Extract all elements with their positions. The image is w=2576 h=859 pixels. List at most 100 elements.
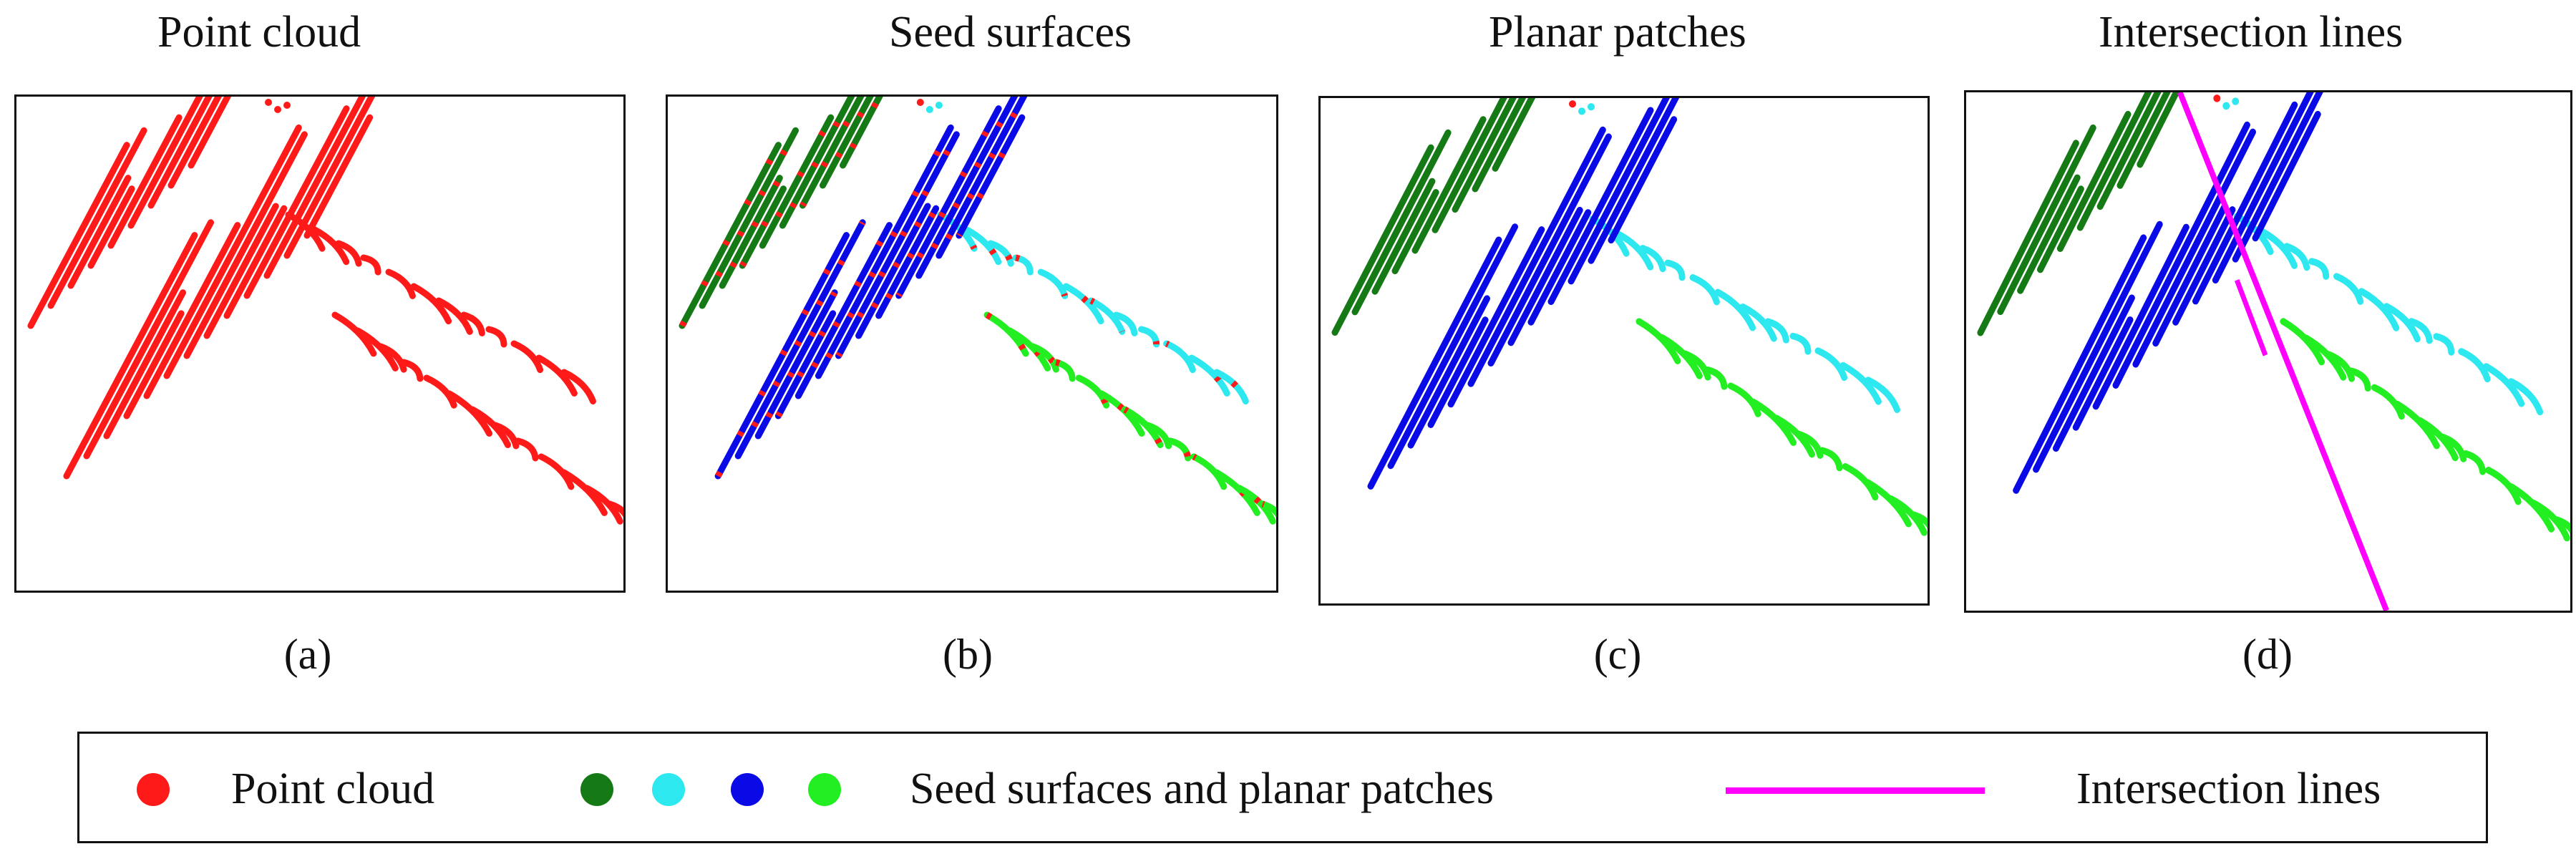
intersection-line: [2234, 278, 2268, 356]
legend-cyan-swatch: [652, 773, 685, 806]
point-stripe: [435, 297, 473, 335]
point-stripe: [515, 437, 539, 462]
intersection-line: [2177, 92, 2389, 611]
panel-c-plot: [1331, 98, 1928, 536]
legend-bright-green-swatch: [808, 773, 841, 806]
point-stripe: [1472, 98, 1527, 193]
point-stripe: [2116, 92, 2171, 189]
unassigned-points: [1123, 407, 1164, 447]
point-stripe: [560, 369, 596, 404]
point-stripe: [1492, 98, 1536, 172]
stray-point: [2232, 97, 2240, 105]
point-stripe: [2283, 243, 2310, 271]
stray-point: [2222, 102, 2230, 110]
point-stripe: [606, 500, 623, 518]
point-stripe: [895, 105, 1002, 299]
point-stripe: [1029, 343, 1059, 373]
panel-a-plot: [27, 97, 623, 525]
stray-point: [283, 102, 291, 109]
point-stripe: [188, 97, 232, 169]
point-stripe: [699, 127, 799, 309]
point-stripe: [1188, 354, 1230, 397]
point-stripe: [1411, 116, 1487, 254]
point-stripe: [2152, 203, 2227, 347]
legend-point-cloud-label: Point cloud: [231, 765, 435, 813]
point-stripe: [2192, 101, 2298, 305]
point-stripe: [303, 114, 374, 239]
legend-intersection-line-swatch: [1726, 787, 1985, 794]
point-stripe: [1062, 283, 1104, 325]
point-stripe: [107, 114, 183, 249]
point-stripe: [223, 205, 288, 319]
unassigned-points: [1140, 326, 1160, 345]
unassigned-points: [1215, 369, 1249, 403]
point-stripe: [2037, 185, 2084, 273]
unassigned-points: [1054, 359, 1076, 379]
point-stripe: [2232, 92, 2323, 263]
point-stripe: [1739, 304, 1777, 342]
point-stripe: [2507, 378, 2544, 416]
point-stripe: [1387, 223, 1518, 470]
point-stripe: [163, 124, 302, 379]
point-stripe: [679, 142, 782, 329]
point-stripe: [1487, 133, 1612, 367]
point-stripe: [1714, 288, 1756, 331]
caption-c: (c): [1593, 631, 1642, 678]
point-stripe: [1997, 124, 2096, 316]
point-stripe: [67, 175, 132, 289]
point-stripe: [63, 232, 198, 480]
panel-title-b: Seed surfaces: [889, 8, 1132, 57]
point-stripe: [385, 268, 416, 299]
point-stripe: [1796, 431, 1824, 459]
point-stripe: [127, 97, 203, 229]
legend-surfaces-label: Seed surfaces and planar patches: [910, 765, 1494, 813]
point-stripe: [2308, 258, 2330, 280]
point-stripe: [377, 343, 407, 373]
caption-b: (b): [943, 631, 993, 678]
point-stripe: [962, 225, 1002, 266]
point-stripe: [1764, 318, 1789, 344]
unassigned-points: [799, 97, 865, 208]
point-stripe: [1614, 230, 1654, 271]
point-stripe: [935, 97, 1028, 259]
point-stripe: [2553, 516, 2570, 534]
point-stripe: [410, 283, 452, 325]
point-stripe: [485, 326, 507, 348]
panel-title-d: Intersection lines: [2099, 8, 2404, 57]
point-stripe: [987, 240, 1014, 267]
point-stripe: [1727, 382, 1761, 417]
legend-intersection-label: Intersection lines: [2076, 765, 2381, 813]
point-stripe: [1407, 295, 1490, 449]
point-stripe: [2433, 333, 2455, 356]
caption-d: (d): [2242, 631, 2293, 678]
point-stripe: [2485, 467, 2522, 505]
point-stripe: [956, 114, 1026, 239]
plot-content: [679, 97, 1276, 525]
point-stripe: [1689, 274, 1720, 306]
panel-frame-c: [1318, 96, 1930, 606]
point-stripe: [2258, 228, 2298, 269]
point-stripe: [1547, 107, 1654, 306]
point-stripe: [1467, 126, 1606, 387]
plot-content: [1331, 98, 1928, 536]
point-stripe: [1331, 144, 1434, 336]
point-stripe: [423, 374, 457, 409]
point-stripe: [915, 97, 1019, 279]
point-stripe: [243, 105, 350, 299]
point-stripe: [1814, 347, 1848, 382]
point-stripe: [1681, 350, 1711, 381]
stray-point: [1588, 103, 1595, 111]
point-stripe: [2462, 450, 2487, 475]
point-stripe: [1112, 311, 1138, 336]
legend: Point cloud Seed surfaces and planar pat…: [77, 732, 2488, 843]
point-stripe: [2013, 234, 2147, 494]
point-stripe: [815, 124, 954, 379]
point-stripe: [714, 232, 850, 480]
point-stripe: [1371, 178, 1436, 295]
point-stripe: [167, 97, 223, 189]
point-stripe: [2383, 303, 2421, 343]
point-stripe: [83, 219, 214, 460]
point-stripe: [2358, 288, 2400, 331]
point-stripe: [2017, 174, 2081, 294]
point-stripe: [1144, 422, 1172, 450]
